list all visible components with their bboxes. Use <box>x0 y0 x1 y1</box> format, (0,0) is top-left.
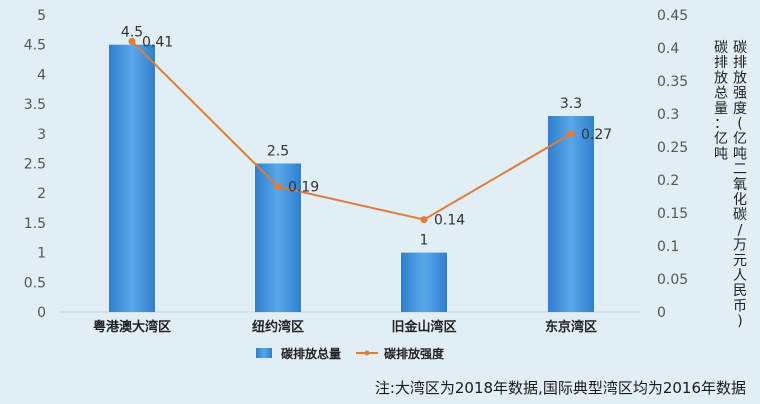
line-series: 0.41 0.19 0.14 0.27 <box>128 34 612 229</box>
left-tick-label: 1.5 <box>24 216 46 232</box>
right-tick-label: 0.1 <box>657 239 679 255</box>
left-tick-label: 4.5 <box>24 38 46 54</box>
line-marker <box>128 37 136 45</box>
legend: 碳排放总量 碳排放强度 <box>256 346 445 361</box>
bar-data-label: 1 <box>420 233 429 249</box>
right-tick-label: 0.15 <box>657 206 688 222</box>
legend-bar-swatch <box>256 348 272 358</box>
left-tick-label: 5 <box>37 8 46 24</box>
left-tick-label: 1 <box>37 246 46 262</box>
right-tick-label: 0.35 <box>657 74 688 90</box>
bar <box>401 252 447 312</box>
right-axis-ticks: 0 0.05 0.1 0.15 0.2 0.25 0.3 0.35 0.4 0.45 <box>657 8 688 321</box>
category-labels: 粤港澳大湾区 纽约湾区 旧金山湾区 东京湾区 <box>93 319 597 335</box>
bar <box>109 44 155 312</box>
line-data-label: 0.41 <box>142 34 173 50</box>
line-marker <box>420 216 428 224</box>
legend-line-marker <box>364 350 370 356</box>
line-marker <box>567 130 575 138</box>
line-data-label: 0.19 <box>288 180 319 196</box>
right-tick-label: 0.3 <box>657 107 679 123</box>
right-tick-label: 0.05 <box>657 272 688 288</box>
bar-data-label: 4.5 <box>121 25 143 41</box>
right-tick-label: 0 <box>657 305 666 321</box>
left-tick-label: 0.5 <box>24 275 46 291</box>
right-axis-title: 碳排放强度(亿吨二氧化碳/万元人民币) 碳排放总量：亿吨 <box>714 40 747 330</box>
legend-line-label: 碳排放强度 <box>384 346 445 361</box>
category-label: 旧金山湾区 <box>391 319 456 335</box>
right-tick-label: 0.4 <box>657 41 679 57</box>
left-tick-label: 3 <box>37 127 46 143</box>
right-axis-title-total: 碳排放总量：亿吨 <box>714 40 728 162</box>
right-tick-label: 0.25 <box>657 140 688 156</box>
bar-data-label: 3.3 <box>560 96 582 112</box>
category-label: 粤港澳大湾区 <box>93 319 171 335</box>
line-data-label: 0.14 <box>434 213 465 229</box>
bar-data-label: 2.5 <box>267 144 289 160</box>
bar <box>548 115 594 312</box>
category-label: 东京湾区 <box>545 319 597 335</box>
footnote: 注:大湾区为2018年数据,国际典型湾区均为2016年数据 <box>374 379 746 397</box>
line-marker <box>274 183 282 191</box>
right-tick-label: 0.2 <box>657 173 679 189</box>
right-axis-title-intensity: 碳排放强度(亿吨二氧化碳/万元人民币) <box>733 40 747 330</box>
line-data-label: 0.27 <box>581 127 612 143</box>
category-label: 纽约湾区 <box>252 319 304 335</box>
left-axis-ticks: 0 0.5 1 1.5 2 2.5 3 3.5 4 4.5 5 <box>24 8 46 321</box>
legend-bar-label: 碳排放总量 <box>281 346 341 361</box>
line-path <box>131 40 572 221</box>
left-tick-label: 4 <box>37 67 46 83</box>
left-tick-label: 2.5 <box>24 157 46 173</box>
left-tick-label: 2 <box>37 186 46 202</box>
left-tick-label: 0 <box>37 305 46 321</box>
left-tick-label: 3.5 <box>24 97 46 113</box>
bar-series: 4.5 2.5 1 3.3 <box>109 25 594 312</box>
right-tick-label: 0.45 <box>657 8 688 24</box>
